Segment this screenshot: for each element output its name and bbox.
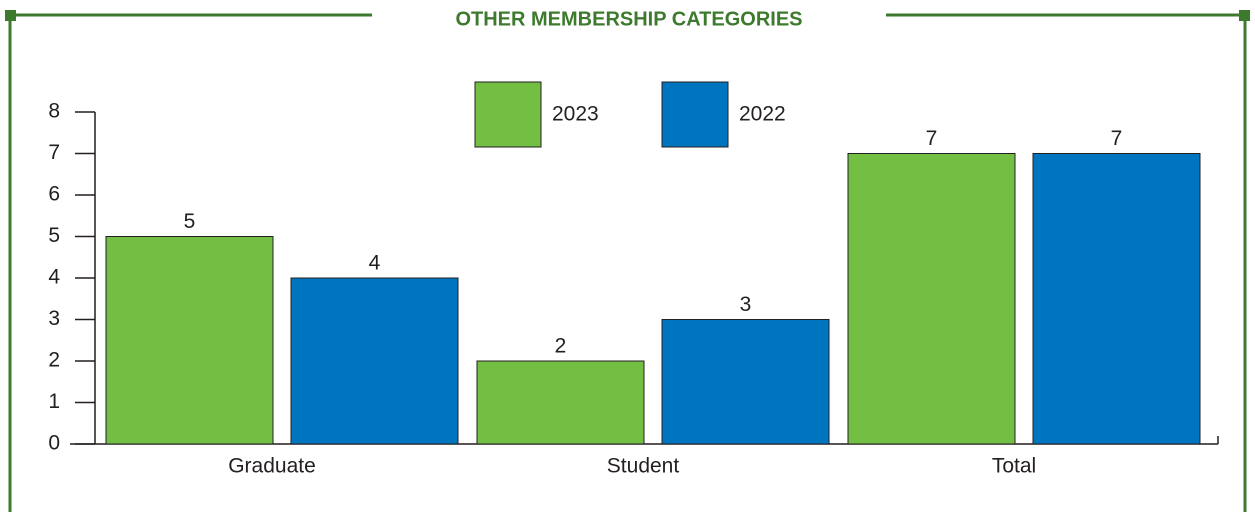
bar xyxy=(105,236,274,445)
x-tick-label: Total xyxy=(992,455,1036,478)
frame-corner xyxy=(1239,10,1250,21)
legend-label: 2023 xyxy=(552,103,599,126)
y-tick-label: 7 xyxy=(48,141,60,164)
legend-label: 2022 xyxy=(739,103,786,126)
data-label: 2 xyxy=(555,335,567,358)
bar xyxy=(1032,153,1201,445)
data-label: 3 xyxy=(740,293,752,316)
legend-swatch xyxy=(474,81,542,148)
bar xyxy=(661,319,830,445)
x-tick-label: Graduate xyxy=(228,455,316,478)
y-tick-label: 8 xyxy=(48,100,60,123)
y-tick-label: 5 xyxy=(48,224,60,247)
x-tick-label: Student xyxy=(607,455,680,478)
bar xyxy=(290,277,459,445)
frame-corner xyxy=(5,10,16,21)
y-tick-label: 1 xyxy=(48,390,60,413)
data-label: 4 xyxy=(369,252,381,275)
frame xyxy=(8,13,1247,512)
data-label: 5 xyxy=(184,210,196,233)
chart-title: OTHER MEMBERSHIP CATEGORIES xyxy=(455,8,802,30)
y-tick-label: 0 xyxy=(48,432,60,455)
y-tick-label: 6 xyxy=(48,183,60,206)
y-tick-label: 4 xyxy=(48,266,60,289)
y-tick-label: 2 xyxy=(48,349,60,372)
data-label: 7 xyxy=(1111,127,1123,150)
y-tick-label: 3 xyxy=(48,307,60,330)
data-label: 7 xyxy=(926,127,938,150)
bar xyxy=(847,153,1016,445)
bar xyxy=(476,360,645,445)
legend-swatch xyxy=(661,81,729,148)
